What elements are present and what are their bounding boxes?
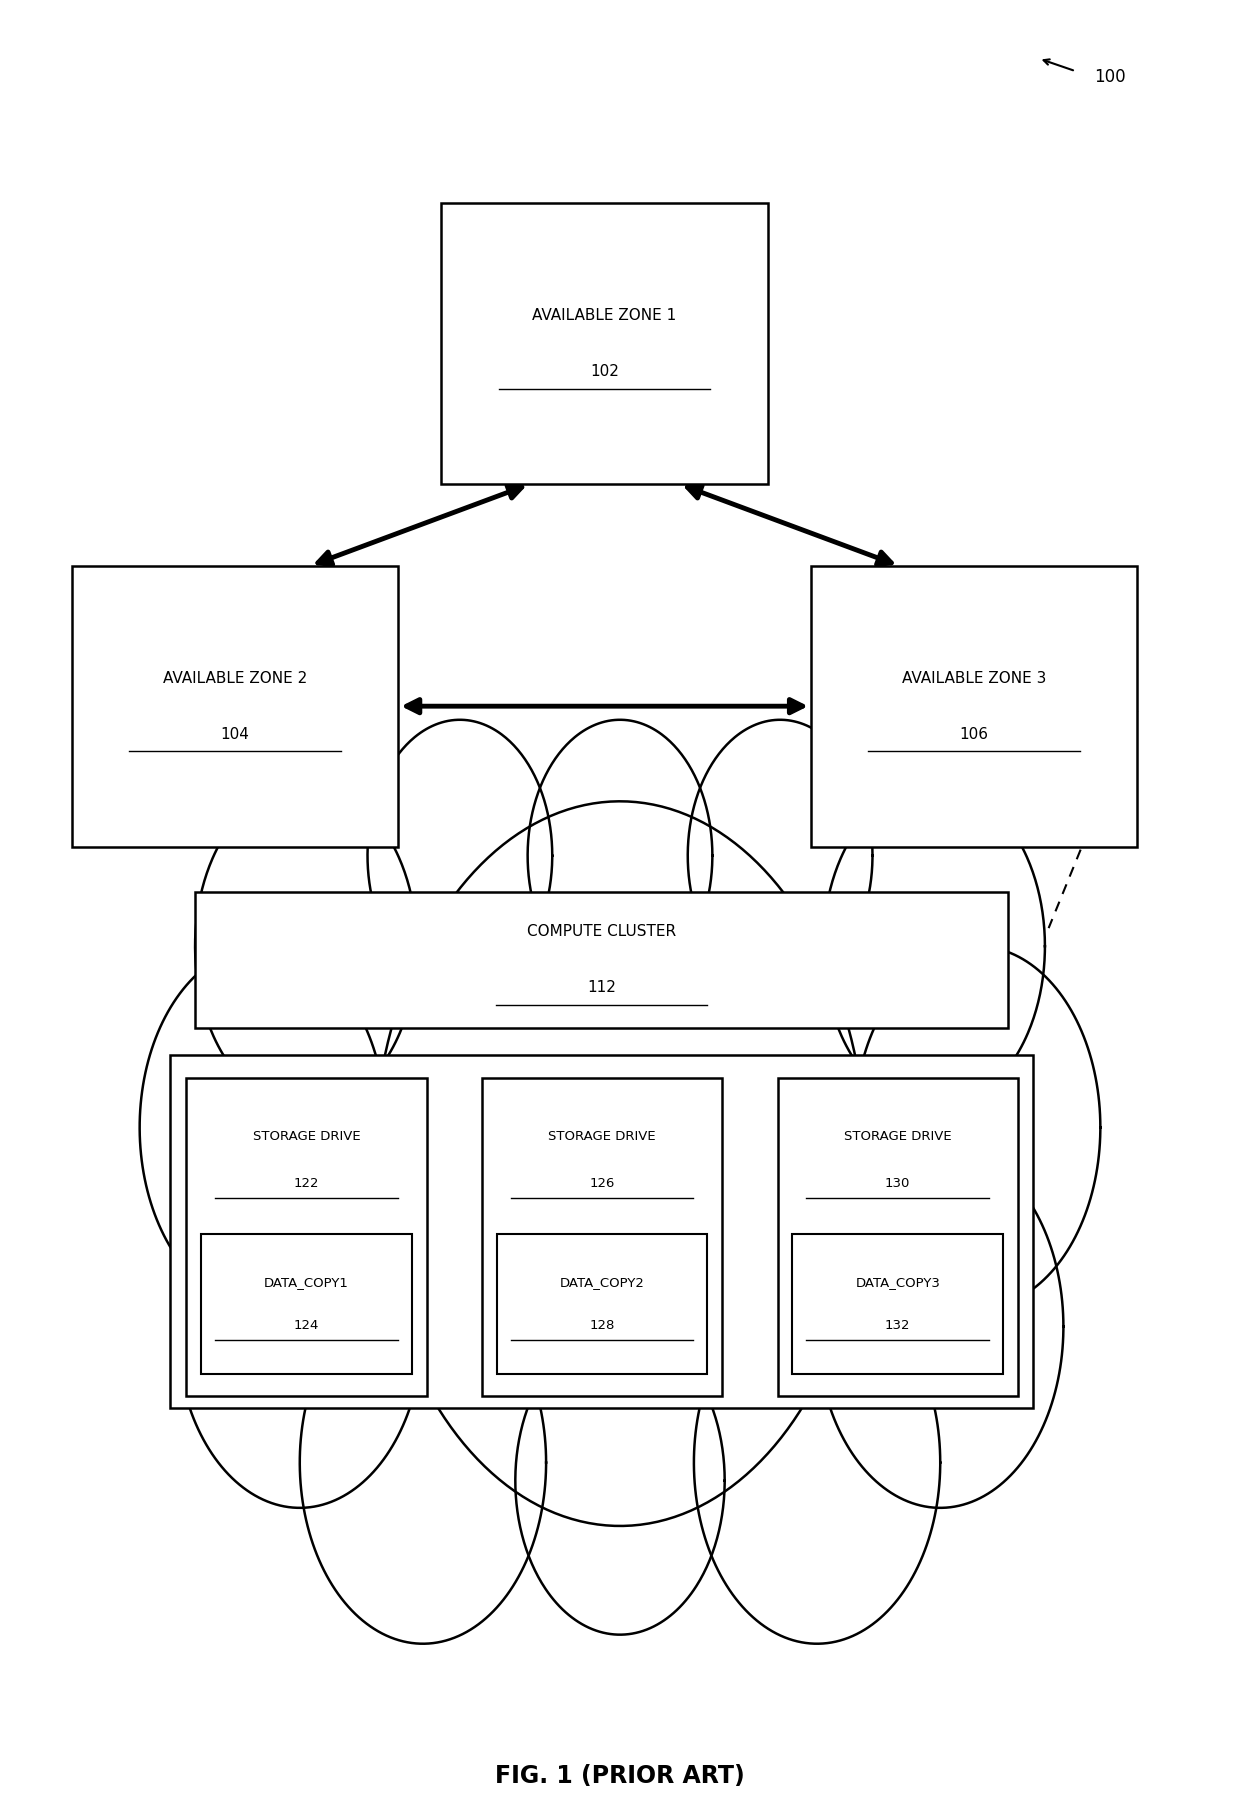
Text: 112: 112	[587, 981, 616, 996]
Text: 100: 100	[1094, 67, 1126, 86]
Circle shape	[176, 1145, 423, 1507]
Circle shape	[516, 1327, 724, 1634]
Text: 130: 130	[885, 1178, 910, 1190]
Text: 124: 124	[294, 1320, 319, 1332]
Text: COMPUTE CLUSTER: COMPUTE CLUSTER	[527, 925, 676, 939]
Circle shape	[823, 783, 1045, 1108]
FancyBboxPatch shape	[792, 1234, 1003, 1374]
FancyBboxPatch shape	[195, 892, 1008, 1028]
Text: 132: 132	[885, 1320, 910, 1332]
Circle shape	[688, 719, 873, 992]
Circle shape	[140, 946, 386, 1309]
Circle shape	[817, 1145, 1064, 1507]
FancyBboxPatch shape	[186, 1079, 427, 1396]
Text: DATA_COPY3: DATA_COPY3	[856, 1276, 940, 1289]
Text: 102: 102	[590, 364, 619, 379]
Text: 106: 106	[960, 726, 988, 741]
Text: 104: 104	[221, 726, 249, 741]
Text: 122: 122	[294, 1178, 319, 1190]
Text: 126: 126	[589, 1178, 615, 1190]
Circle shape	[854, 946, 1100, 1309]
Text: AVAILABLE ZONE 3: AVAILABLE ZONE 3	[901, 672, 1047, 686]
Circle shape	[300, 1281, 546, 1643]
FancyBboxPatch shape	[441, 204, 768, 484]
FancyBboxPatch shape	[482, 1079, 722, 1396]
Circle shape	[528, 719, 712, 992]
Circle shape	[367, 719, 552, 992]
FancyBboxPatch shape	[72, 566, 398, 846]
Text: DATA_COPY1: DATA_COPY1	[264, 1276, 348, 1289]
Text: STORAGE CLUSTER: STORAGE CLUSTER	[528, 1087, 675, 1103]
Text: 128: 128	[589, 1320, 615, 1332]
Text: STORAGE DRIVE: STORAGE DRIVE	[253, 1130, 361, 1143]
FancyBboxPatch shape	[170, 1056, 1033, 1409]
Circle shape	[195, 783, 417, 1108]
Text: DATA_COPY2: DATA_COPY2	[559, 1276, 645, 1289]
FancyBboxPatch shape	[777, 1079, 1018, 1396]
FancyBboxPatch shape	[497, 1234, 708, 1374]
Text: 114: 114	[587, 1119, 616, 1136]
Text: FIG. 1 (PRIOR ART): FIG. 1 (PRIOR ART)	[495, 1764, 745, 1787]
Text: AVAILABLE ZONE 2: AVAILABLE ZONE 2	[162, 672, 308, 686]
FancyBboxPatch shape	[201, 1234, 412, 1374]
Text: AVAILABLE ZONE 1: AVAILABLE ZONE 1	[532, 308, 677, 324]
Text: STORAGE DRIVE: STORAGE DRIVE	[844, 1130, 951, 1143]
Circle shape	[373, 801, 867, 1525]
FancyBboxPatch shape	[811, 566, 1137, 846]
Text: STORAGE DRIVE: STORAGE DRIVE	[548, 1130, 656, 1143]
Circle shape	[694, 1281, 940, 1643]
